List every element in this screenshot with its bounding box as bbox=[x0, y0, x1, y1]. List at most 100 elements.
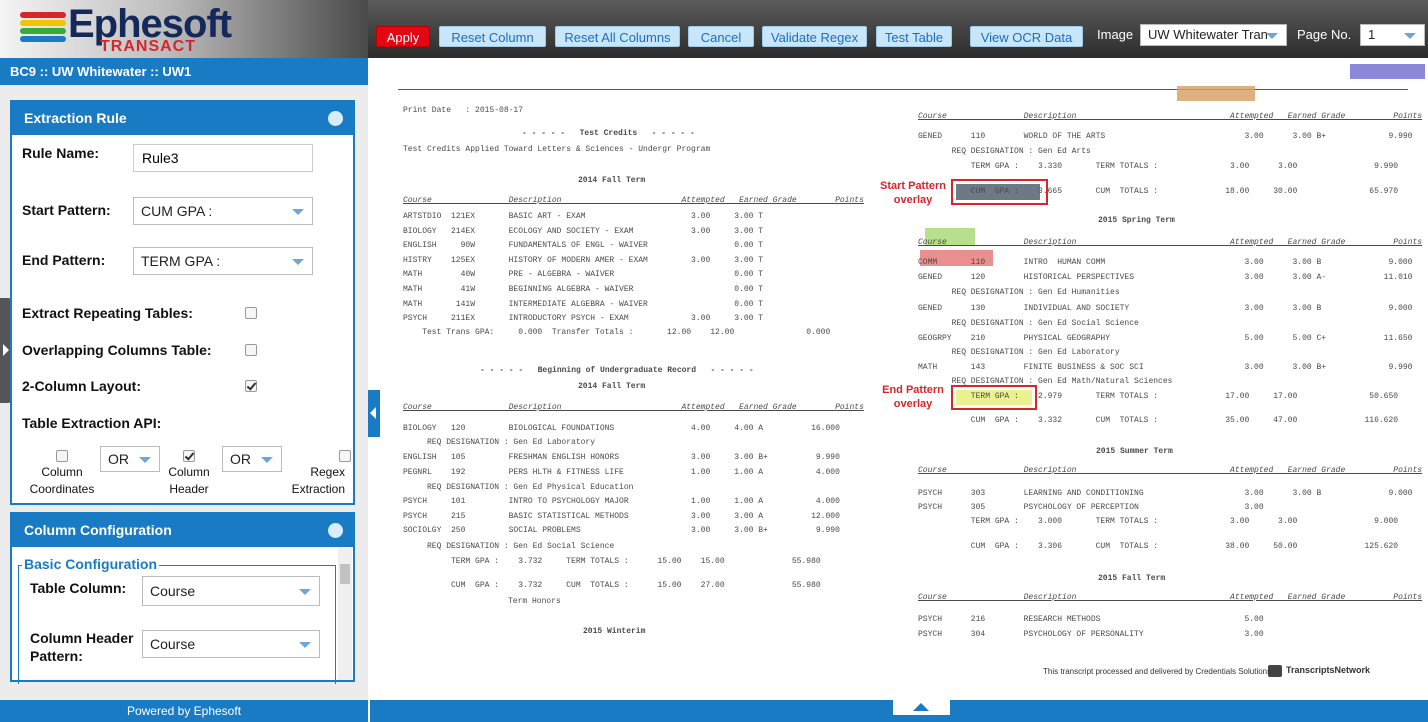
rule-line bbox=[398, 89, 1408, 90]
doc-line: BIOLOGY 214EX ECOLOGY AND SOCIETY - EXAM… bbox=[403, 226, 764, 236]
field-label: Table Extraction API: bbox=[22, 415, 162, 431]
start-pattern-box bbox=[951, 179, 1048, 205]
doc-line: COMM 110 INTRO HUMAN COMM 3.00 3.00 B 9.… bbox=[918, 258, 1413, 267]
checkbox-label: Coordinates bbox=[29, 482, 95, 496]
checkbox[interactable] bbox=[339, 450, 351, 462]
doc-line: ENGLISH 90W FUNDAMENTALS OF ENGL - WAIVE… bbox=[403, 241, 764, 251]
scrollbar[interactable] bbox=[338, 548, 352, 680]
doc-line: SOCIOLGY 250 SOCIAL PROBLEMS 3.00 3.00 B… bbox=[403, 526, 840, 535]
logo: Ephesoft TRANSACT bbox=[0, 0, 368, 58]
fieldset-legend: Basic Configuration bbox=[22, 556, 160, 572]
doc-line: GENED 120 HISTORICAL PERSPECTIVES 3.00 3… bbox=[918, 273, 1413, 282]
option-label: 2-Column Layout: bbox=[22, 378, 141, 394]
doc-brand: TranscriptsNetwork bbox=[1286, 665, 1371, 675]
annotation: End Pattern bbox=[882, 384, 944, 396]
document-viewer: Print Date : 2015-08-17 - - - - - Test Cr… bbox=[370, 58, 1428, 700]
expand-tab[interactable] bbox=[0, 298, 12, 403]
expand-button[interactable] bbox=[893, 700, 950, 715]
doc-line: REQ DESIGNATION : Gen Ed Math/Natural Sc… bbox=[918, 377, 1173, 386]
doc-line: Term Honors bbox=[508, 597, 561, 606]
doc-line: CUM GPA : 3.332 CUM TOTALS : 35.00 47.00… bbox=[918, 416, 1399, 425]
collapse-tab[interactable] bbox=[368, 390, 380, 437]
toolbar-button[interactable]: Apply bbox=[376, 26, 430, 47]
doc-line: CUM GPA : 3.732 CUM TOTALS : 15.00 27.00… bbox=[403, 581, 821, 590]
toolbar-button[interactable]: Validate Regex bbox=[762, 26, 867, 47]
doc-line: REQ DESIGNATION : Gen Ed Laboratory bbox=[918, 348, 1120, 357]
annotation: overlay bbox=[893, 398, 933, 410]
bottom-bar bbox=[370, 700, 1428, 722]
field-label: Start Pattern: bbox=[22, 202, 111, 218]
rule-name-input[interactable]: Rule3 bbox=[133, 144, 313, 172]
logo-stripe bbox=[20, 36, 66, 42]
field-label: Table Column: bbox=[30, 580, 127, 596]
doc-line: REQ DESIGNATION : Gen Ed Humanities bbox=[918, 288, 1120, 297]
option-label: Extract Repeating Tables: bbox=[22, 305, 193, 321]
doc-line: PSYCH 101 INTRO TO PSYCHOLOGY MAJOR 1.00… bbox=[403, 497, 840, 506]
toolbar-button[interactable]: Reset All Columns bbox=[555, 26, 680, 47]
doc-line: GENED 110 WORLD OF THE ARTS 3.00 3.00 B+… bbox=[918, 132, 1413, 141]
doc-line: PSYCH 305 PSYCHOLOGY OF PERCEPTION 3.00 bbox=[918, 503, 1264, 512]
operator-select[interactable]: OR bbox=[100, 446, 160, 472]
table-column-select[interactable]: Course bbox=[142, 576, 320, 606]
doc-line: ENGLISH 105 FRESHMAN ENGLISH HONORS 3.00… bbox=[403, 453, 840, 462]
doc-line: BIOLOGY 120 BIOLOGICAL FOUNDATIONS 4.00 … bbox=[403, 424, 840, 433]
annotation: overlay bbox=[893, 194, 933, 206]
doc-line: MATH 41W BEGINNING ALGEBRA - WAIVER 0.00… bbox=[403, 285, 764, 294]
page-label: Page No. bbox=[1297, 27, 1352, 42]
doc-line: Test Trans GPA: 0.000 Transfer Totals : … bbox=[403, 328, 831, 337]
doc-line: Course Description Attempted Earned Grad… bbox=[403, 403, 864, 412]
doc-line: - - - - - Beginning of Undergraduate Rec… bbox=[480, 366, 754, 375]
doc-line: 2015 Winterim bbox=[583, 627, 646, 636]
toolbar-button[interactable]: Reset Column bbox=[439, 26, 546, 47]
page-select[interactable]: 1 bbox=[1360, 24, 1425, 46]
checkbox[interactable] bbox=[245, 307, 257, 319]
checkbox-label: Extraction bbox=[291, 482, 345, 496]
doc-line: REQ DESIGNATION : Gen Ed Social Science bbox=[403, 542, 615, 551]
toolbar-button[interactable]: Test Table bbox=[876, 26, 952, 47]
checkbox-label: Regex bbox=[310, 465, 345, 479]
panel-header[interactable]: Extraction Rule bbox=[12, 102, 353, 135]
end-pattern-box bbox=[951, 385, 1037, 410]
doc-line: Print Date : 2015-08-17 bbox=[403, 106, 524, 115]
doc-line: GEOGRPY 210 PHYSICAL GEOGRAPHY 5.00 5.00… bbox=[918, 334, 1413, 343]
operator-select[interactable]: OR bbox=[222, 446, 282, 472]
start-pattern-select[interactable]: CUM GPA : bbox=[133, 197, 313, 225]
doc-line: - - - - - Test Credits - - - - - bbox=[522, 129, 695, 138]
overlay bbox=[925, 228, 975, 246]
checkbox[interactable] bbox=[56, 450, 68, 462]
logo-stripe bbox=[20, 20, 66, 26]
doc-line: TERM GPA : 3.732 TERM TOTALS : 15.00 15.… bbox=[403, 557, 821, 566]
doc-line: 2015 Spring Term bbox=[1098, 216, 1175, 225]
brand-icon bbox=[1268, 665, 1282, 677]
doc-line: PSYCH 216 RESEARCH METHODS 5.00 bbox=[918, 615, 1264, 624]
doc-footer: This transcript processed and delivered … bbox=[1043, 667, 1272, 676]
doc-line: CUM GPA : 3.306 CUM TOTALS : 38.00 50.00… bbox=[918, 542, 1399, 551]
doc-line: REQ DESIGNATION : Gen Ed Social Science bbox=[918, 319, 1139, 328]
doc-line: PSYCH 211EX INTRODUCTORY PSYCH - EXAM 3.… bbox=[403, 314, 764, 324]
checkbox-label: Column bbox=[168, 465, 210, 479]
end-pattern-select[interactable]: TERM GPA : bbox=[133, 247, 313, 275]
doc-line: MATH 40W PRE - ALGEBRA - WAIVER 0.00 T bbox=[403, 270, 764, 280]
checkbox[interactable] bbox=[245, 380, 257, 392]
doc-line: Course Description Attempted Earned Grad… bbox=[403, 196, 864, 205]
toolbar-button[interactable]: Cancel bbox=[688, 26, 754, 47]
image-select[interactable]: UW Whitewater Tran bbox=[1140, 24, 1287, 46]
doc-line: 2014 Fall Term bbox=[578, 382, 646, 391]
checkbox[interactable] bbox=[245, 344, 257, 356]
overlay bbox=[1177, 86, 1255, 101]
checkbox[interactable] bbox=[183, 450, 195, 462]
panel-header[interactable]: Column Configuration bbox=[12, 514, 353, 547]
field-label: Pattern: bbox=[30, 648, 83, 664]
header-pattern-select[interactable]: Course bbox=[142, 630, 320, 658]
doc-line: ARTSTDIO 121EX BASIC ART - EXAM 3.00 3.0… bbox=[403, 212, 764, 221]
doc-line: Course Description Attempted Earned Grad… bbox=[918, 112, 1423, 121]
breadcrumb: BC9 :: UW Whitewater :: UW1 bbox=[0, 58, 368, 85]
doc-line: REQ DESIGNATION : Gen Ed Laboratory bbox=[403, 438, 596, 447]
fieldset bbox=[18, 565, 336, 684]
annotation: Start Pattern bbox=[879, 180, 947, 192]
toolbar-button[interactable]: View OCR Data bbox=[970, 26, 1083, 47]
field-label: Column Header bbox=[30, 630, 134, 646]
doc-line: REQ DESIGNATION : Gen Ed Physical Educat… bbox=[403, 483, 634, 492]
checkbox-label: Column bbox=[41, 465, 83, 479]
doc-line: TERM GPA : 3.000 TERM TOTALS : 3.00 3.00… bbox=[918, 517, 1399, 526]
